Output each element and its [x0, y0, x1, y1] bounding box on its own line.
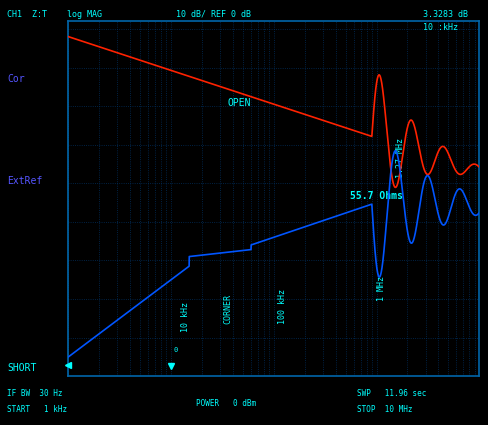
- Text: IF BW  30 Hz: IF BW 30 Hz: [7, 389, 62, 398]
- Text: 0: 0: [173, 347, 177, 353]
- Text: OPEN: OPEN: [226, 98, 250, 108]
- Text: 100 kHz: 100 kHz: [278, 289, 286, 324]
- Text: SWP   11.96 sec: SWP 11.96 sec: [356, 389, 426, 398]
- Text: STOP  10 MHz: STOP 10 MHz: [356, 405, 411, 414]
- Text: SHORT: SHORT: [7, 363, 37, 373]
- Text: 1 MHz: 1 MHz: [376, 276, 385, 301]
- Text: 10 :kHz: 10 :kHz: [422, 23, 457, 31]
- Text: 1.27 MHz: 1.27 MHz: [395, 138, 404, 178]
- Text: 10 dB/ REF 0 dB: 10 dB/ REF 0 dB: [176, 10, 250, 19]
- Text: CORNER: CORNER: [223, 294, 231, 324]
- Text: CH1  Z:T    log MAG: CH1 Z:T log MAG: [7, 10, 102, 19]
- Text: 3.3283 dB: 3.3283 dB: [422, 10, 467, 19]
- Text: START   1 kHz: START 1 kHz: [7, 405, 67, 414]
- Text: POWER   0 dBm: POWER 0 dBm: [195, 400, 255, 408]
- Text: 10 kHz: 10 kHz: [181, 302, 190, 332]
- Text: ExtRef: ExtRef: [7, 176, 42, 186]
- Text: 55.7 Ohms: 55.7 Ohms: [349, 191, 402, 201]
- Text: Cor: Cor: [7, 74, 25, 84]
